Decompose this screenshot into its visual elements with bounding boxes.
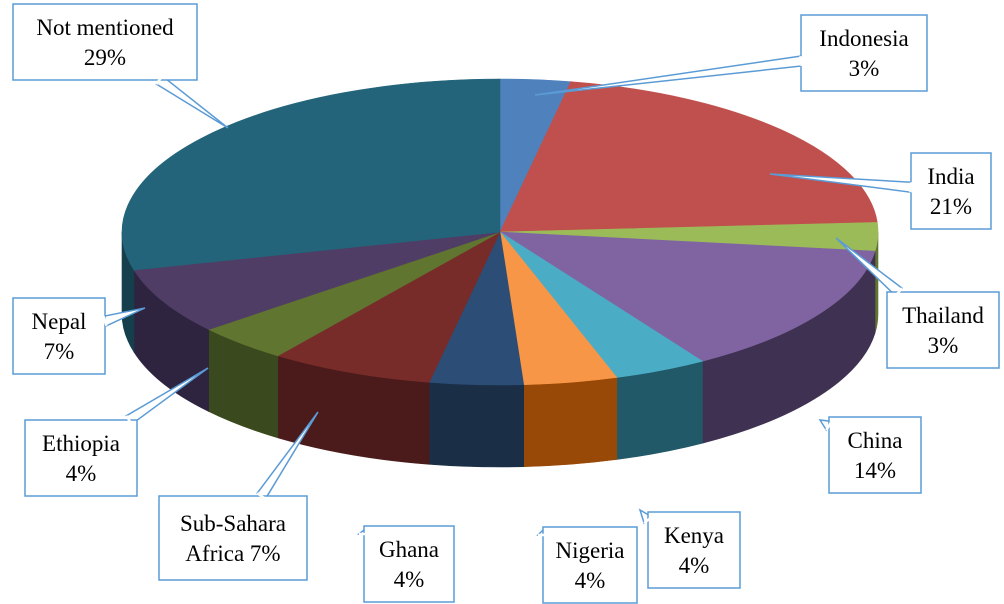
side-nigeria [523, 377, 618, 468]
callouts: Indonesia 3% India 21% Thailand 3% China 14% Ken… [12, 3, 1000, 604]
pie-sides [121, 231, 879, 468]
callout-sub-sahara-africa: Sub-Sahara Africa 7% [158, 411, 319, 581]
side-ghana [428, 381, 524, 468]
label-china: China 14% [848, 428, 903, 483]
slice-sub-sahara-africa [277, 231, 501, 383]
pie-top [121, 78, 879, 386]
callout-thailand: Thailand 3% [835, 237, 1000, 369]
callout-box [800, 14, 928, 92]
callout-box [542, 526, 638, 604]
slice-nepal [133, 231, 501, 330]
label-india: India 21% [927, 164, 974, 219]
callout-box [363, 525, 455, 603]
callout-nepal: Nepal 7% [12, 297, 146, 375]
label-kenya: Kenya 4% [664, 523, 724, 578]
callout-box [910, 152, 992, 230]
callout-box [828, 416, 922, 494]
slice-india [499, 81, 878, 233]
label-ethiopia: Ethiopia 4% [42, 431, 120, 486]
callout-kenya: Kenya 4% [638, 508, 741, 589]
label-indonesia: Indonesia 3% [819, 26, 908, 81]
callout-box [886, 291, 1000, 369]
callout-box [158, 495, 308, 581]
callout-box [12, 3, 198, 81]
callout-pointer [155, 74, 229, 129]
callout-china: China 14% [818, 416, 922, 494]
callout-ghana: Ghana 4% [356, 525, 455, 603]
callout-nigeria: Nigeria 4% [536, 526, 638, 604]
label-not-mentioned: Not mentioned 29% [36, 15, 174, 70]
label-nepal: Nepal 7% [32, 309, 87, 364]
callout-not-mentioned: Not mentioned 29% [12, 3, 229, 129]
callout-indonesia: Indonesia 3% [534, 14, 928, 96]
callout-pointer [534, 55, 803, 96]
callout-box [647, 511, 741, 589]
callout-india: India 21% [769, 152, 992, 230]
callout-box [24, 419, 138, 497]
label-nigeria: Nigeria 4% [556, 538, 625, 593]
callout-box [12, 297, 106, 375]
label-sub-sahara-africa: Sub-Sahara Africa 7% [180, 511, 286, 566]
label-thailand: Thailand 3% [902, 303, 984, 358]
slice-not-mentioned [121, 78, 501, 271]
callout-ethiopia: Ethiopia 4% [24, 367, 209, 497]
label-ghana: Ghana 4% [379, 537, 439, 592]
